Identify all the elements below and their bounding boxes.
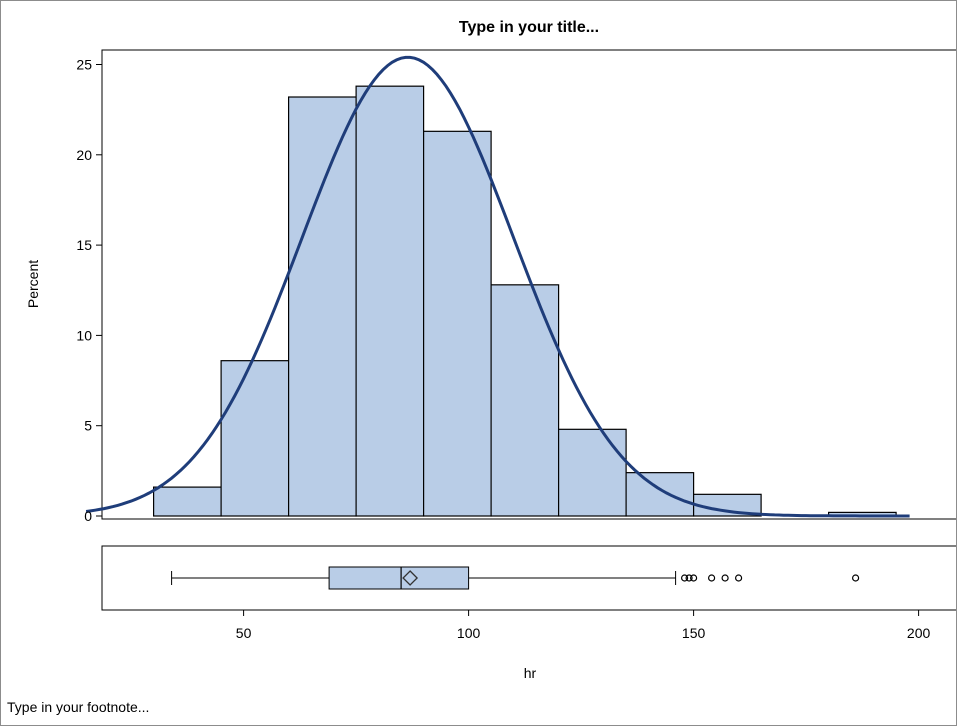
- histogram-bar-4: [423, 130, 492, 517]
- x-tick-label-3: 200: [907, 625, 931, 641]
- y-tick-label-1: 5: [84, 418, 92, 434]
- outlier-point-3: [707, 574, 716, 582]
- outlier-point-4: [721, 574, 729, 582]
- x-tick-label-0: 50: [236, 625, 252, 641]
- outlier-point-1: [685, 574, 693, 582]
- chart-title: Type in your title...: [459, 19, 599, 36]
- box-iqr: [328, 566, 470, 590]
- x-axis-label: hr: [524, 665, 537, 681]
- boxplot-panel: [101, 545, 956, 611]
- histogram-bar-5: [490, 284, 560, 517]
- y-tick-label-2: 10: [76, 327, 92, 343]
- histogram-plot-area: [101, 49, 956, 520]
- y-axis-label: Percent: [25, 260, 41, 308]
- y-tick-label-3: 15: [76, 237, 92, 253]
- histogram-bar-7: [625, 472, 695, 517]
- x-tick-label-2: 150: [682, 625, 706, 641]
- outlier-point-0: [680, 574, 689, 582]
- x-axis: 50 100 150 200: [236, 610, 931, 641]
- y-axis: 0 5 10 15 20 25: [76, 57, 102, 524]
- histogram-bar-3: [355, 85, 425, 517]
- histogram-bars: [153, 85, 897, 517]
- outlier-point-2: [689, 574, 698, 582]
- footnote: Type in your footnote...: [7, 699, 149, 715]
- x-tick-label-1: 100: [457, 625, 481, 641]
- histogram-bar-2: [288, 96, 357, 517]
- histogram-bar-1: [220, 360, 290, 517]
- histogram-bar-6: [557, 428, 627, 517]
- box-mean-marker: [402, 570, 419, 586]
- y-tick-label-0: 0: [84, 508, 92, 524]
- normal-density-curve: [85, 55, 910, 518]
- outlier-point-6: [851, 574, 860, 582]
- histogram-bar-0: [153, 486, 222, 517]
- y-tick-label-5: 25: [76, 57, 92, 73]
- boxplot: [171, 566, 860, 590]
- y-tick-label-4: 20: [76, 147, 92, 163]
- outlier-point-5: [734, 574, 743, 582]
